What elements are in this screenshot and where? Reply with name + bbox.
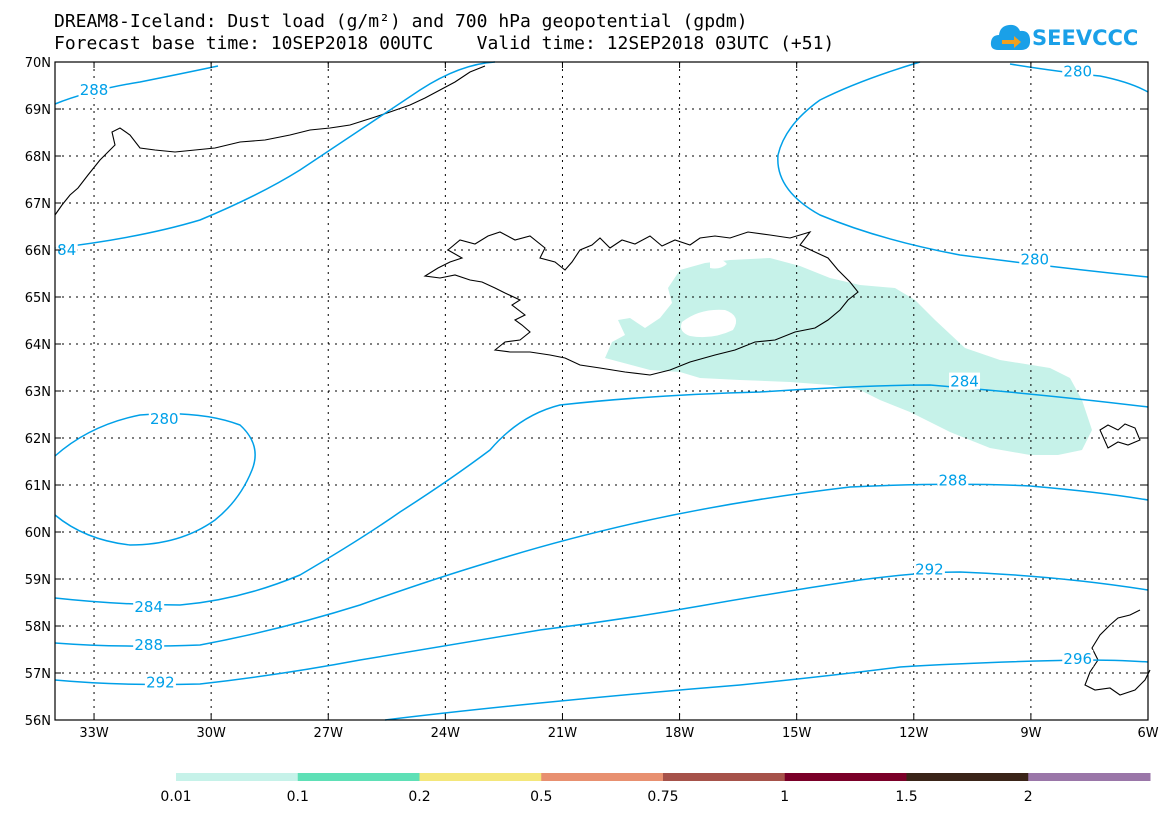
graticule — [55, 62, 1148, 720]
y-tick-label: 57N — [25, 667, 51, 682]
y-tick-label: 66N — [25, 244, 51, 259]
contour-label: 280 — [1063, 62, 1092, 80]
axis-tick-labels: 33W 30W 27W 24W 21W 18W 15W 12W 9W 6W 56N 57N 58N 59N… — [25, 56, 1159, 741]
y-tick-label: 68N — [25, 150, 51, 165]
contour-label: 288 — [134, 636, 163, 654]
x-tick-label: 27W — [314, 726, 344, 741]
colorbar-label: 0.5 — [530, 789, 552, 805]
x-tick-label: 15W — [782, 726, 812, 741]
scotland-coast — [1084, 609, 1151, 696]
contour-280-ne — [777, 61, 1149, 278]
contour-label: 296 — [1063, 650, 1092, 668]
contour-284-south — [54, 384, 1149, 606]
iceland-coast — [423, 230, 859, 376]
contour-284-north — [54, 61, 496, 249]
contour-label-bg — [133, 635, 165, 653]
contour-280-low — [54, 413, 256, 546]
x-tick-label: 12W — [899, 726, 929, 741]
y-tick-label: 62N — [25, 432, 51, 447]
x-tick-label: 24W — [431, 726, 461, 741]
contour-280-ne-top — [1009, 63, 1149, 93]
dust-load-area — [605, 258, 1092, 455]
contour-296 — [384, 659, 1149, 721]
contour-label-bg — [949, 372, 981, 390]
contour-label-bg — [1019, 250, 1051, 268]
y-tick-label: 70N — [25, 56, 51, 71]
cloud-icon — [990, 24, 1031, 50]
y-tick-label: 65N — [25, 291, 51, 306]
y-tick-label: 67N — [25, 197, 51, 212]
contour-label: 284 — [134, 598, 163, 616]
coastlines — [54, 65, 1151, 696]
y-tick-label: 60N — [25, 526, 51, 541]
contour-label: 292 — [146, 673, 175, 691]
contour-292-south — [54, 571, 1149, 686]
x-tick-label: 6W — [1137, 726, 1158, 741]
y-tick-label: 64N — [25, 338, 51, 353]
colorbar-label: 0.75 — [647, 789, 678, 805]
contour-label-bg — [937, 471, 969, 489]
colorbar-label: 1.5 — [895, 789, 917, 805]
contour-label: 280 — [1020, 250, 1049, 268]
contour-label-bg — [1062, 62, 1094, 80]
contour-288-south — [54, 483, 1149, 647]
seevccc-logo: SEEVCCC — [990, 20, 1140, 60]
colorbar-label: 0.01 — [160, 789, 191, 805]
colorbar-segment — [541, 773, 664, 781]
colorbar-label: 2 — [1024, 789, 1033, 805]
contour-labels: 288 84 280 280 284 280 284 288 292 288 292 296 — [55, 62, 1094, 691]
axis-ticks — [55, 61, 1149, 721]
colorbar-label: 0.1 — [287, 789, 309, 805]
colorbar-label: 0.2 — [408, 789, 430, 805]
x-tick-label: 9W — [1020, 726, 1041, 741]
contour-label: 84 — [57, 241, 76, 259]
map-subtitle: Forecast base time: 10SEP2018 00UTC Vali… — [54, 33, 835, 54]
y-tick-label: 63N — [25, 385, 51, 400]
colorbar-segment — [176, 773, 299, 781]
dust-free-inner — [681, 309, 737, 338]
contour-label: 288 — [80, 81, 109, 99]
y-tick-label: 56N — [25, 714, 51, 729]
greenland-coast — [54, 65, 486, 216]
colorbar: 0.01 0.1 0.2 0.5 0.75 1 1.5 2 — [160, 773, 1151, 805]
contour-288-north — [54, 65, 219, 105]
y-tick-label: 69N — [25, 103, 51, 118]
colorbar-segment — [784, 773, 907, 781]
colorbar-segment — [1028, 773, 1151, 781]
x-tick-label: 30W — [196, 726, 226, 741]
colorbar-segment — [906, 773, 1029, 781]
x-tick-label: 33W — [79, 726, 109, 741]
faroe-coast — [1099, 423, 1141, 449]
x-tick-label: 21W — [548, 726, 578, 741]
contour-label-bg — [78, 81, 110, 99]
contour-label-bg — [133, 598, 165, 616]
contour-label: 288 — [939, 471, 968, 489]
contour-label-bg — [1062, 649, 1094, 667]
contour-label-bg — [148, 410, 180, 428]
y-tick-label: 59N — [25, 573, 51, 588]
geopotential-contours — [54, 61, 1149, 721]
contour-label: 280 — [150, 410, 179, 428]
colorbar-segment — [297, 773, 420, 781]
dust-free-nw — [710, 259, 727, 269]
contour-label-bg — [144, 673, 176, 691]
contour-label-bg — [913, 560, 945, 578]
logo-text: SEEVCCC — [1032, 26, 1139, 50]
map-title: DREAM8-Iceland: Dust load (g/m²) and 700… — [54, 11, 748, 32]
contour-label-bg — [55, 241, 78, 258]
x-tick-label: 18W — [665, 726, 695, 741]
colorbar-segment — [419, 773, 542, 781]
y-tick-label: 58N — [25, 620, 51, 635]
colorbar-segment — [663, 773, 786, 781]
y-tick-label: 61N — [25, 479, 51, 494]
contour-label: 292 — [915, 561, 944, 579]
contour-label: 284 — [950, 373, 979, 391]
colorbar-label: 1 — [780, 789, 789, 805]
